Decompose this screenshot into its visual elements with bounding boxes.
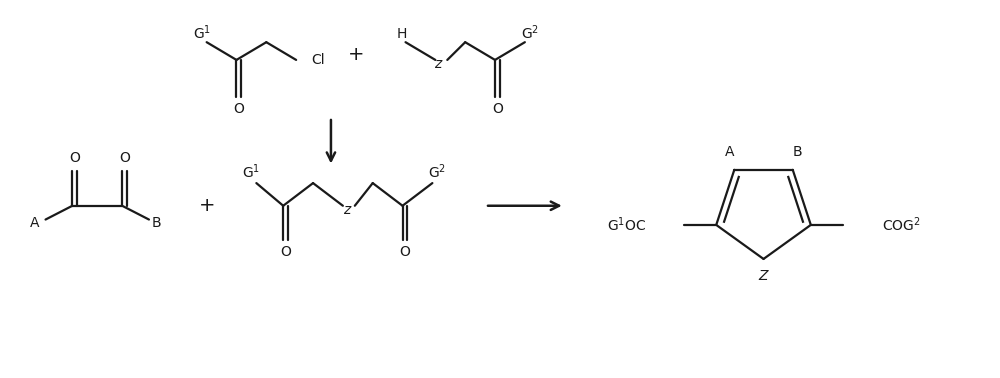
Text: +: + <box>198 196 215 215</box>
Text: H: H <box>396 27 407 41</box>
Text: COG$^2$: COG$^2$ <box>882 215 921 234</box>
Text: z: z <box>343 203 350 217</box>
Text: O: O <box>492 102 503 116</box>
Text: G$^2$: G$^2$ <box>428 162 446 181</box>
Text: G$^2$: G$^2$ <box>521 23 539 42</box>
Text: B: B <box>793 145 803 159</box>
Text: O: O <box>399 245 410 259</box>
Text: A: A <box>725 145 734 159</box>
Text: G$^1$: G$^1$ <box>242 162 260 181</box>
Text: O: O <box>69 152 80 166</box>
Text: G$^1$OC: G$^1$OC <box>607 215 647 234</box>
Text: O: O <box>119 152 130 166</box>
Text: Z: Z <box>759 269 768 283</box>
Text: O: O <box>280 245 291 259</box>
Text: Cl: Cl <box>311 53 325 67</box>
Text: +: + <box>348 45 364 65</box>
Text: B: B <box>152 215 162 229</box>
Text: G$^1$: G$^1$ <box>193 23 211 42</box>
Text: z: z <box>434 57 441 71</box>
Text: A: A <box>30 215 39 229</box>
Text: O: O <box>233 102 244 116</box>
